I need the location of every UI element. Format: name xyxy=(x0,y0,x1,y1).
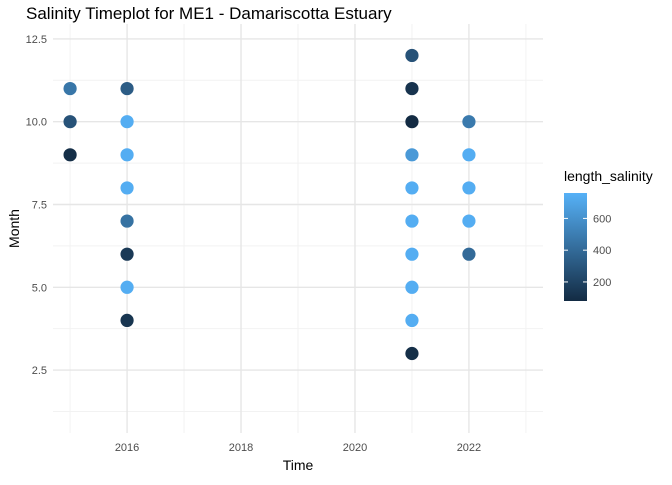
y-tick-label: 2.5 xyxy=(32,365,47,377)
x-tick-label: 2022 xyxy=(457,442,481,454)
data-point xyxy=(405,280,419,294)
x-tick-label: 2020 xyxy=(343,442,367,454)
data-point xyxy=(120,148,134,162)
data-point xyxy=(405,346,419,361)
data-point xyxy=(405,48,419,63)
legend: length_salinity 200 400 600 xyxy=(564,168,653,301)
data-point xyxy=(405,247,419,261)
x-tick-label: 2018 xyxy=(229,442,253,454)
legend-colorbar xyxy=(564,193,587,301)
x-axis-label: Time xyxy=(283,457,314,473)
data-point xyxy=(405,115,419,129)
data-point xyxy=(120,181,134,195)
axis-layer: 2016 2018 2020 2022 2.5 5.0 7.5 10.0 12.5 Time Mon… xyxy=(6,34,481,473)
data-point xyxy=(120,313,134,328)
data-point xyxy=(63,115,77,129)
data-point xyxy=(405,181,419,195)
x-tick-label: 2016 xyxy=(115,442,139,454)
data-point xyxy=(462,247,476,261)
legend-tick-label: 200 xyxy=(593,277,611,289)
data-point xyxy=(63,148,77,162)
data-point xyxy=(120,81,134,96)
legend-tick-label: 600 xyxy=(593,213,611,225)
data-point xyxy=(405,148,419,162)
legend-title: length_salinity xyxy=(564,168,653,184)
y-tick-label: 7.5 xyxy=(32,199,47,211)
data-point xyxy=(462,148,476,162)
data-point xyxy=(120,115,134,129)
data-point xyxy=(63,81,77,96)
chart-title: Salinity Timeplot for ME1 - Damariscotta… xyxy=(26,4,392,23)
y-tick-label: 5.0 xyxy=(32,282,47,294)
y-tick-label: 12.5 xyxy=(26,34,47,46)
data-point xyxy=(405,313,419,328)
data-point xyxy=(405,81,419,96)
y-axis-label: Month xyxy=(6,209,22,248)
data-point xyxy=(120,214,134,228)
data-point xyxy=(462,115,476,129)
data-point xyxy=(120,247,134,261)
legend-tick-label: 400 xyxy=(593,245,611,257)
points-layer xyxy=(63,48,476,361)
data-point xyxy=(462,181,476,195)
data-point xyxy=(405,214,419,228)
data-point xyxy=(462,214,476,228)
y-tick-label: 10.0 xyxy=(26,117,47,129)
data-point xyxy=(120,280,134,294)
